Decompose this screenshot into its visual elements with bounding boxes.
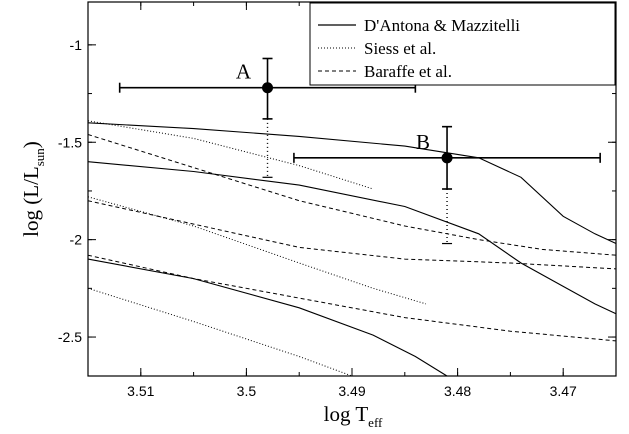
legend-label-siess: Siess et al. [364,39,436,58]
tick-labels: 3.51 3.5 3.49 3.48 3.47 -2.5 -2 -1.5 -1 [58,37,577,399]
y-tick-label: -2.5 [58,329,82,345]
x-tick-label: 3.51 [127,383,154,399]
x-tick-label: 3.49 [338,383,365,399]
data-points: AB [118,57,601,245]
y-tick-label: -2 [70,232,83,248]
x-tick-label: 3.48 [444,383,471,399]
isochrone-dashed [87,254,617,342]
x-tick-label: 3.5 [237,383,257,399]
model-curves [87,120,617,377]
isochrone-dotted [87,287,353,377]
y-axis-title: log (L/Lsun) [19,141,47,237]
x-tick-label: 3.47 [550,383,577,399]
isochrone-solid [87,122,617,244]
isochrone-dashed [87,200,617,270]
data-point-a [262,82,274,94]
legend: D'Antona & Mazzitelli Siess et al. Baraf… [309,2,616,86]
isochrone-solid [87,258,448,377]
legend-label-dantona: D'Antona & Mazzitelli [364,16,520,35]
isochrone-solid [87,161,617,315]
y-tick-label: -1.5 [58,134,82,150]
legend-label-baraffe: Baraffe et al. [364,62,452,81]
data-point-label: B [416,130,430,154]
x-axis-title: log Teff [324,402,383,430]
data-point-label: A [236,60,252,84]
y-tick-label: -1 [70,37,83,53]
isochrone-dashed [87,134,617,256]
isochrone-dotted [87,196,427,305]
legend-box [309,2,616,86]
data-point-b [441,152,453,164]
